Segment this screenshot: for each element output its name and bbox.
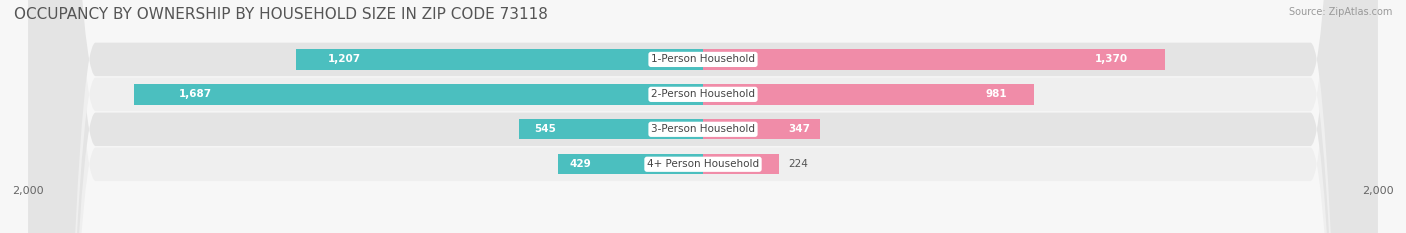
FancyBboxPatch shape	[28, 0, 1378, 233]
Text: 224: 224	[789, 159, 808, 169]
Bar	[703, 119, 820, 139]
FancyBboxPatch shape	[28, 0, 1378, 233]
Text: 429: 429	[569, 159, 592, 169]
FancyBboxPatch shape	[28, 0, 1378, 233]
Text: 1,207: 1,207	[328, 55, 361, 64]
Text: OCCUPANCY BY OWNERSHIP BY HOUSEHOLD SIZE IN ZIP CODE 73118: OCCUPANCY BY OWNERSHIP BY HOUSEHOLD SIZE…	[14, 7, 548, 22]
Text: 4+ Person Household: 4+ Person Household	[647, 159, 759, 169]
Text: 981: 981	[986, 89, 1008, 99]
Bar	[519, 119, 703, 139]
Text: 2-Person Household: 2-Person Household	[651, 89, 755, 99]
Text: 1,687: 1,687	[180, 89, 212, 99]
Bar	[703, 49, 1166, 69]
Text: 545: 545	[534, 124, 555, 134]
Text: 347: 347	[789, 124, 811, 134]
Text: 1-Person Household: 1-Person Household	[651, 55, 755, 64]
Bar	[703, 154, 779, 174]
Text: Source: ZipAtlas.com: Source: ZipAtlas.com	[1288, 7, 1392, 17]
Bar	[703, 84, 1033, 105]
Text: 1,370: 1,370	[1095, 55, 1128, 64]
Bar	[295, 49, 703, 69]
Bar	[558, 154, 703, 174]
Text: 3-Person Household: 3-Person Household	[651, 124, 755, 134]
Bar	[134, 84, 703, 105]
FancyBboxPatch shape	[28, 0, 1378, 233]
